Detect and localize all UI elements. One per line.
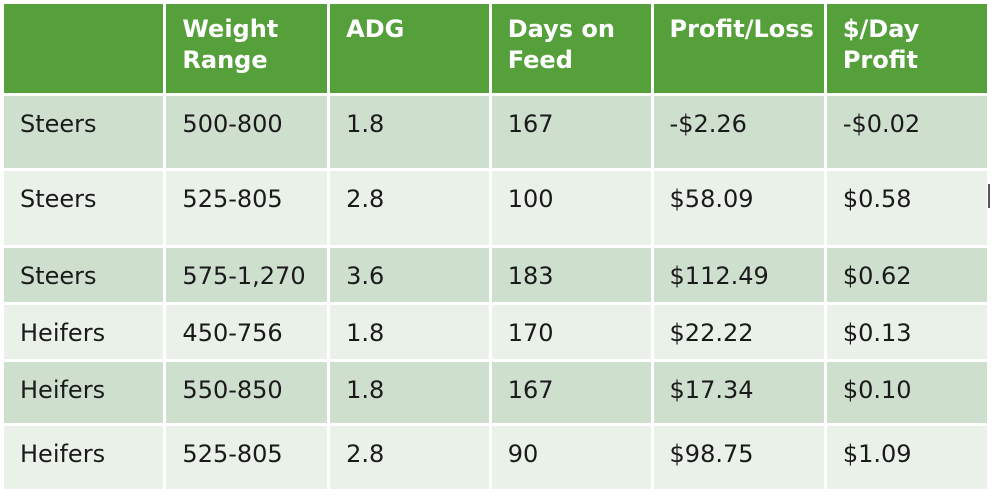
- cell-profit-loss: $112.49: [653, 248, 827, 305]
- cell-weight-range: 550-850: [166, 362, 331, 426]
- header-cell-weight-range: Weight Range: [166, 4, 331, 96]
- cell-days-on-feed: 170: [491, 305, 654, 362]
- table-row: Heifers 450-756 1.8 170 $22.22 $0.13: [4, 305, 987, 362]
- cell-profit-loss: $98.75: [653, 426, 827, 492]
- table-row: Steers 575-1,270 3.6 183 $112.49 $0.62: [4, 248, 987, 305]
- cell-profit-loss: $17.34: [653, 362, 827, 426]
- cell-adg: 2.8: [330, 426, 492, 492]
- table-row: Steers 500-800 1.8 167 -$2.26 -$0.02: [4, 96, 987, 171]
- cell-day-profit: $0.58: [826, 171, 987, 248]
- cell-weight-range: 500-800: [166, 96, 331, 171]
- cell-days-on-feed: 183: [491, 248, 654, 305]
- cell-weight-range: 525-805: [166, 171, 331, 248]
- header-row: Weight Range ADG Days on Feed Profit/Los…: [4, 4, 987, 96]
- cell-class: Steers: [4, 96, 167, 171]
- table-row: Heifers 525-805 2.8 90 $98.75 $1.09: [4, 426, 987, 492]
- cell-adg: 1.8: [330, 362, 492, 426]
- header-cell-days-on-feed: Days on Feed: [491, 4, 654, 96]
- cell-adg: 3.6: [330, 248, 492, 305]
- cell-days-on-feed: 167: [491, 96, 654, 171]
- cell-class: Heifers: [4, 426, 167, 492]
- table-row: Steers 525-805 2.8 100 $58.09 $0.58: [4, 171, 987, 248]
- cell-weight-range: 525-805: [166, 426, 331, 492]
- cell-profit-loss: $58.09: [653, 171, 827, 248]
- header-cell-profit-loss: Profit/Loss: [653, 4, 827, 96]
- cell-class: Heifers: [4, 362, 167, 426]
- header-cell-adg: ADG: [330, 4, 492, 96]
- cell-day-profit: $0.62: [826, 248, 987, 305]
- cell-adg: 2.8: [330, 171, 492, 248]
- cell-day-profit: -$0.02: [826, 96, 987, 171]
- cell-adg: 1.8: [330, 305, 492, 362]
- cell-weight-range: 450-756: [166, 305, 331, 362]
- cell-profit-loss: -$2.26: [653, 96, 827, 171]
- header-cell-blank: [4, 4, 167, 96]
- header-cell-day-profit: $/Day Profit: [826, 4, 987, 96]
- cell-class: Steers: [4, 248, 167, 305]
- edge-cursor-mark: [988, 184, 990, 208]
- cell-adg: 1.8: [330, 96, 492, 171]
- cell-class: Steers: [4, 171, 167, 248]
- cell-day-profit: $0.10: [826, 362, 987, 426]
- cell-class: Heifers: [4, 305, 167, 362]
- cattle-profit-table: Weight Range ADG Days on Feed Profit/Los…: [4, 4, 987, 492]
- cell-day-profit: $0.13: [826, 305, 987, 362]
- cell-weight-range: 575-1,270: [166, 248, 331, 305]
- cell-days-on-feed: 100: [491, 171, 654, 248]
- cell-days-on-feed: 90: [491, 426, 654, 492]
- table-row: Heifers 550-850 1.8 167 $17.34 $0.10: [4, 362, 987, 426]
- cell-days-on-feed: 167: [491, 362, 654, 426]
- cell-profit-loss: $22.22: [653, 305, 827, 362]
- cell-day-profit: $1.09: [826, 426, 987, 492]
